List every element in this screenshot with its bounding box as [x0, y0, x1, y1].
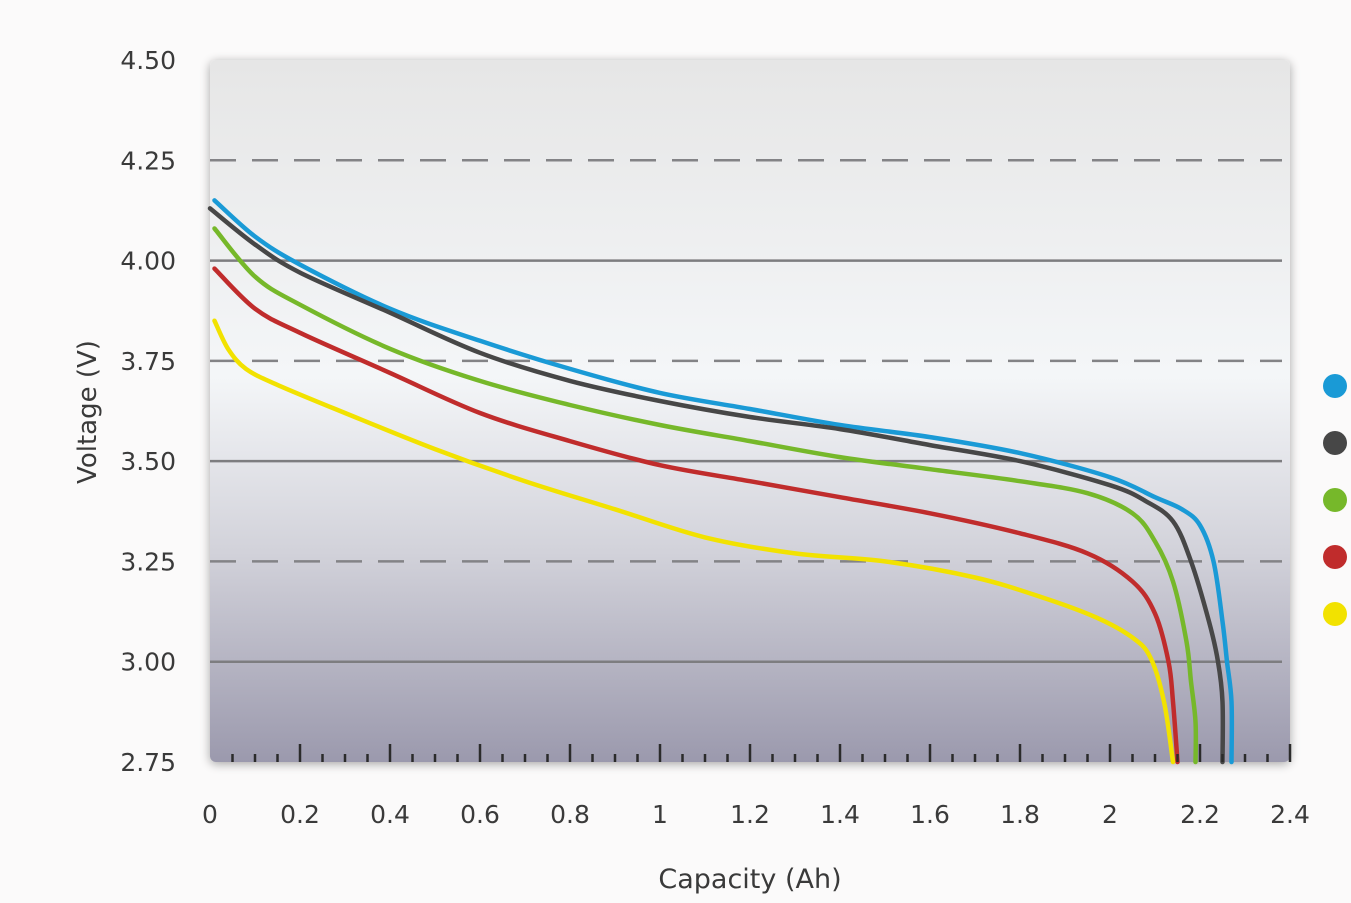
y-tick-label: 4.25 [120, 146, 176, 175]
x-axis-label: Capacity (Ah) [658, 864, 841, 895]
x-tick-label: 2.2 [1180, 800, 1220, 829]
axis-layer [231, 744, 1292, 762]
y-tick-label: 3.25 [120, 547, 176, 576]
y-tick-label: 3.75 [120, 347, 176, 376]
x-tick-label: 2 [1102, 800, 1118, 829]
series-line-3 [212, 226, 1199, 765]
series-line-5 [212, 318, 1176, 765]
series-line-2 [207, 206, 1226, 765]
y-tick-label: 3.50 [120, 447, 176, 476]
y-tick-label: 3.00 [120, 648, 176, 677]
y-tick-label: 4.00 [120, 247, 176, 276]
series-line-4 [212, 266, 1180, 765]
series-layer [207, 198, 1235, 765]
legend-swatch-2 [1323, 431, 1347, 455]
tick-label-layer: 0 0.2 0.4 0.6 0.8 1 1.2 1.4 1.6 1.8 2 2.2 2.4 2.75 3.0… [120, 46, 1310, 829]
y-tick-label: 2.75 [120, 748, 176, 777]
x-tick-label: 1.4 [820, 800, 860, 829]
x-tick-label: 0 [202, 800, 218, 829]
x-tick-label: 0.6 [460, 800, 500, 829]
y-axis-label: Voltage (V) [73, 340, 103, 484]
y-tick-label: 4.50 [120, 46, 176, 75]
legend-layer [1323, 374, 1347, 626]
x-tick-label: 0.8 [550, 800, 590, 829]
x-tick-label: 1.6 [910, 800, 950, 829]
x-tick-label: 0.4 [370, 800, 410, 829]
x-tick-label: 2.4 [1270, 800, 1310, 829]
legend-swatch-1 [1323, 374, 1347, 398]
legend-swatch-5 [1323, 602, 1347, 626]
legend-swatch-4 [1323, 545, 1347, 569]
legend-swatch-3 [1323, 488, 1347, 512]
x-tick-label: 1.2 [730, 800, 770, 829]
x-tick-label: 1.8 [1000, 800, 1040, 829]
series-line-1 [212, 198, 1235, 765]
x-tick-label: 1 [652, 800, 668, 829]
x-tick-label: 0.2 [280, 800, 320, 829]
